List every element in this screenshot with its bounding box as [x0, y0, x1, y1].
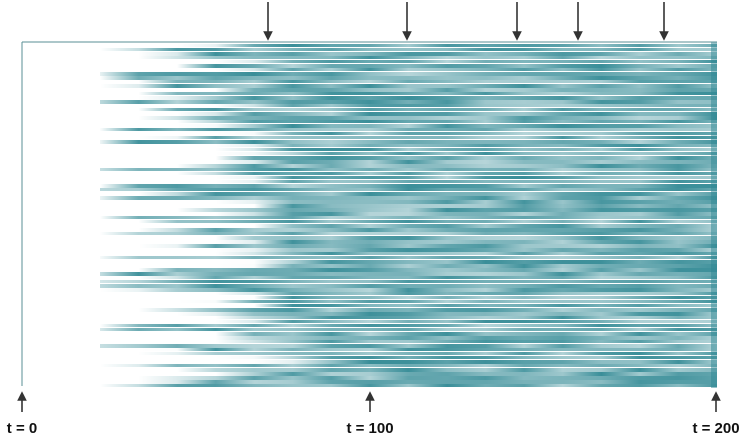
heat-row — [100, 304, 717, 307]
heat-row — [100, 328, 717, 331]
heat-row — [100, 252, 717, 255]
heat-row — [100, 268, 717, 272]
heat-row — [100, 144, 717, 147]
heat-row — [100, 340, 717, 343]
heat-row — [100, 192, 717, 196]
heat-row — [100, 68, 717, 71]
heat-row — [100, 300, 717, 303]
heat-row — [100, 336, 717, 340]
heat-row — [100, 220, 717, 223]
heat-row — [100, 352, 717, 355]
time-label: t = 100 — [346, 420, 393, 437]
heat-row — [100, 384, 717, 387]
heat-row — [100, 112, 717, 116]
heat-row — [100, 364, 717, 367]
heat-row — [100, 136, 717, 139]
heat-row — [100, 372, 717, 376]
heat-row — [100, 312, 717, 316]
heat-row — [100, 348, 717, 351]
heat-row — [100, 356, 717, 359]
heat-row — [100, 380, 717, 384]
heat-row — [100, 324, 717, 327]
heat-row — [100, 196, 717, 200]
heat-row — [100, 240, 717, 244]
heat-row — [100, 156, 717, 160]
heat-row — [100, 132, 717, 135]
heat-row — [100, 256, 717, 259]
heat-row — [100, 84, 717, 88]
heat-row — [100, 204, 717, 208]
heat-row — [100, 44, 717, 47]
heat-row — [100, 308, 717, 312]
bottom-arrows — [17, 391, 721, 412]
heat-row — [100, 228, 717, 232]
heat-row — [100, 212, 717, 216]
heat-row — [100, 72, 717, 76]
heat-row — [100, 164, 717, 168]
heat-row — [100, 92, 717, 95]
heat-row — [100, 292, 717, 295]
heat-row — [100, 60, 717, 63]
heat-row — [100, 140, 717, 144]
heat-row — [100, 316, 717, 319]
heat-row — [100, 172, 717, 175]
heat-row — [100, 64, 717, 68]
heat-row — [100, 216, 717, 219]
heat-row — [100, 376, 717, 380]
heat-row — [100, 56, 717, 59]
heat-row — [100, 248, 717, 252]
heat-row — [100, 288, 717, 292]
heat-row — [100, 360, 717, 364]
heat-row — [100, 152, 717, 155]
heat-row — [100, 264, 717, 268]
heat-row — [100, 236, 717, 240]
heat-row — [100, 128, 717, 131]
heat-row — [100, 168, 717, 171]
heat-row — [100, 148, 717, 151]
heat-row — [100, 232, 717, 235]
heat-row — [100, 176, 717, 179]
heat-row — [100, 332, 717, 336]
heat-row — [100, 184, 717, 188]
heat-row — [100, 76, 717, 80]
heat-row — [100, 120, 717, 123]
heat-row — [100, 200, 717, 204]
heat-row — [100, 320, 717, 323]
heat-row — [100, 296, 717, 299]
heat-row — [100, 100, 717, 104]
time-label: t = 200 — [692, 420, 739, 437]
heat-edge — [711, 42, 717, 388]
heat-row — [100, 244, 717, 248]
heat-row — [100, 284, 717, 288]
heat-row — [100, 108, 717, 111]
heat-row — [100, 208, 717, 212]
heatmap — [100, 42, 717, 388]
heat-row — [100, 80, 717, 83]
heat-row — [100, 48, 717, 51]
top-arrows — [263, 2, 669, 41]
heat-row — [100, 272, 717, 276]
heat-row — [100, 368, 717, 372]
heat-row — [100, 124, 717, 128]
time-label: t = 0 — [7, 420, 37, 437]
heat-row — [100, 88, 717, 92]
heat-row — [100, 224, 717, 228]
heat-row — [100, 180, 717, 183]
heat-row — [100, 280, 717, 283]
heat-row — [100, 344, 717, 348]
heat-row — [100, 116, 717, 120]
heat-row — [100, 160, 717, 164]
heat-row — [100, 52, 717, 56]
heat-row — [100, 104, 717, 107]
heat-row — [100, 276, 717, 279]
heat-row — [100, 260, 717, 264]
heat-row — [100, 96, 717, 100]
heat-row — [100, 188, 717, 191]
